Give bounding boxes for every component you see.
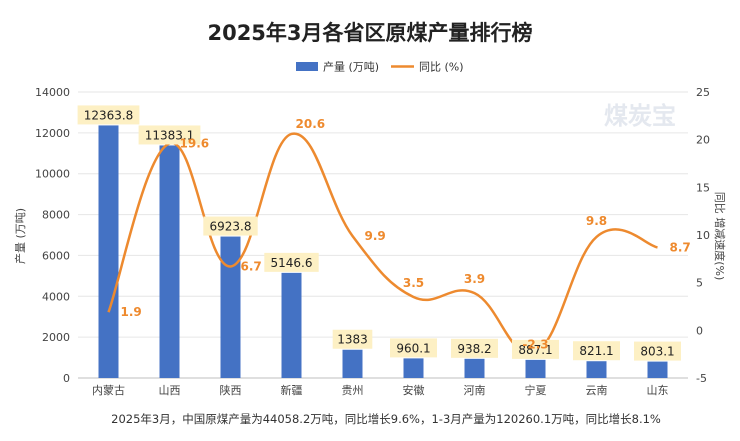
bar-data-label-bg (264, 252, 319, 272)
y-tick-label: 8000 (42, 209, 70, 222)
line-data-label: 9.9 (365, 229, 386, 243)
bar (525, 359, 546, 378)
bar-data-label-bg (203, 216, 258, 236)
legend-line-label: 同比 (%) (419, 61, 464, 74)
y2-tick-label: 0 (696, 324, 703, 337)
y-tick-label: 2000 (42, 331, 70, 344)
bar-data-label: 5146.6 (264, 252, 319, 272)
y2-axis-title: 同比 增减速度(%) (713, 192, 727, 281)
bar-data-label-text: 821.1 (579, 344, 613, 358)
y2-tick-label: 20 (696, 134, 710, 147)
x-tick-label: 贵州 (342, 384, 364, 397)
bar-data-label-text: 5146.6 (271, 256, 313, 270)
footnote: 2025年3月，中国原煤产量为44058.2万吨，同比增长9.6%，1-3月产量… (111, 412, 661, 426)
bar (403, 358, 424, 378)
x-tick-label: 安徽 (403, 383, 425, 397)
y2-tick-label: 15 (696, 181, 710, 194)
bar-data-label-text: 960.1 (396, 341, 430, 355)
chart-title: 2025年3月各省区原煤产量排行榜 (207, 21, 532, 45)
bar (586, 361, 607, 378)
x-tick-label: 河南 (464, 384, 486, 397)
legend-bar-label: 产量 (万吨) (323, 60, 379, 74)
y-axis-ticks: 0 2000 4000 6000 8000 10000 12000 14000 (35, 86, 70, 385)
bar-data-label: 12363.8 (77, 105, 140, 125)
bar-data-label: 821.1 (573, 341, 620, 361)
gridlines (78, 91, 688, 379)
bar-data-label-text: 11383.1 (145, 128, 195, 142)
bar-data-label-bg (390, 338, 437, 358)
bar (464, 358, 485, 378)
line-data-label: 20.6 (296, 117, 326, 131)
bar (647, 361, 668, 378)
watermark: 煤炭宝 (604, 102, 676, 130)
bar (159, 145, 180, 378)
bar-data-label-bg (634, 341, 681, 361)
bar-data-label: 1383 (332, 329, 373, 349)
bar-data-label-text: 938.2 (457, 342, 491, 356)
y2-tick-label: 25 (696, 86, 710, 99)
bar-data-label-text: 12363.8 (84, 108, 134, 122)
y2-axis-ticks: -5 0 5 10 15 20 25 (696, 86, 710, 385)
bar-data-label: 960.1 (390, 338, 437, 358)
y-axis-title: 产量 (万吨) (13, 208, 27, 264)
y-tick-label: 6000 (42, 249, 70, 262)
bar (220, 236, 241, 378)
bar-data-label: 6923.8 (203, 216, 258, 236)
x-tick-label: 新疆 (281, 383, 303, 397)
line-data-label: -2.3 (522, 337, 548, 351)
bar-data-label-text: 887.1 (518, 343, 552, 357)
x-tick-label: 山西 (159, 384, 181, 397)
bar (281, 272, 302, 378)
legend: 产量 (万吨) 同比 (%) (296, 60, 464, 74)
bar (98, 125, 119, 378)
x-tick-label: 云南 (586, 384, 608, 397)
bar-data-label-bg (332, 329, 373, 349)
x-tick-label: 山东 (647, 384, 669, 397)
bar-data-label-bg (573, 341, 620, 361)
bar-data-label: 11383.1 (138, 125, 201, 145)
line-data-label: 3.9 (464, 272, 485, 286)
bar-data-label-bg (451, 338, 498, 358)
x-axis-labels: 内蒙古 山西 陕西 新疆 贵州 安徽 河南 宁夏 云南 山东 (92, 383, 669, 397)
line-data-label: 9.8 (586, 214, 607, 228)
y-tick-label: 0 (63, 372, 70, 385)
bar-data-label-text: 6923.8 (210, 220, 252, 234)
bar-data-label: 887.1 (512, 339, 559, 359)
x-tick-label: 陕西 (220, 383, 242, 397)
x-tick-label: 内蒙古 (92, 383, 125, 397)
bar-data-label: 803.1 (634, 341, 681, 361)
x-tick-label: 宁夏 (525, 383, 547, 397)
bar-data-label-bg (77, 105, 140, 125)
bar-data-label-bg (138, 125, 201, 145)
bar-series (98, 125, 668, 378)
line-data-labels: 1.9 19.6 6.7 20.6 9.9 3.5 3.9 -2.3 9.8 8.7 (121, 117, 691, 351)
y-tick-label: 14000 (35, 86, 70, 99)
line-data-label: 3.5 (403, 276, 424, 290)
bar-data-labels: 12363.8 11383.1 6923.8 5146.6 1383 960.1 938.2… (77, 105, 681, 361)
y-tick-label: 10000 (35, 168, 70, 181)
y2-tick-label: 10 (696, 229, 710, 242)
y-tick-label: 12000 (35, 127, 70, 140)
y-tick-label: 4000 (42, 290, 70, 303)
line-data-label: 19.6 (180, 136, 210, 150)
y2-tick-label: -5 (696, 372, 707, 385)
yoy-line (107, 132, 658, 355)
legend-bar-swatch (296, 62, 318, 71)
line-data-label: 8.7 (670, 240, 691, 254)
bar-data-label-text: 1383 (337, 333, 368, 347)
line-data-label: 6.7 (241, 259, 262, 273)
bar-data-label: 938.2 (451, 338, 498, 358)
y2-tick-label: 5 (696, 277, 703, 290)
bar-data-label-bg (512, 339, 559, 359)
bar-data-label-text: 803.1 (640, 345, 674, 359)
line-data-label: 1.9 (121, 305, 142, 319)
bar (342, 349, 363, 378)
